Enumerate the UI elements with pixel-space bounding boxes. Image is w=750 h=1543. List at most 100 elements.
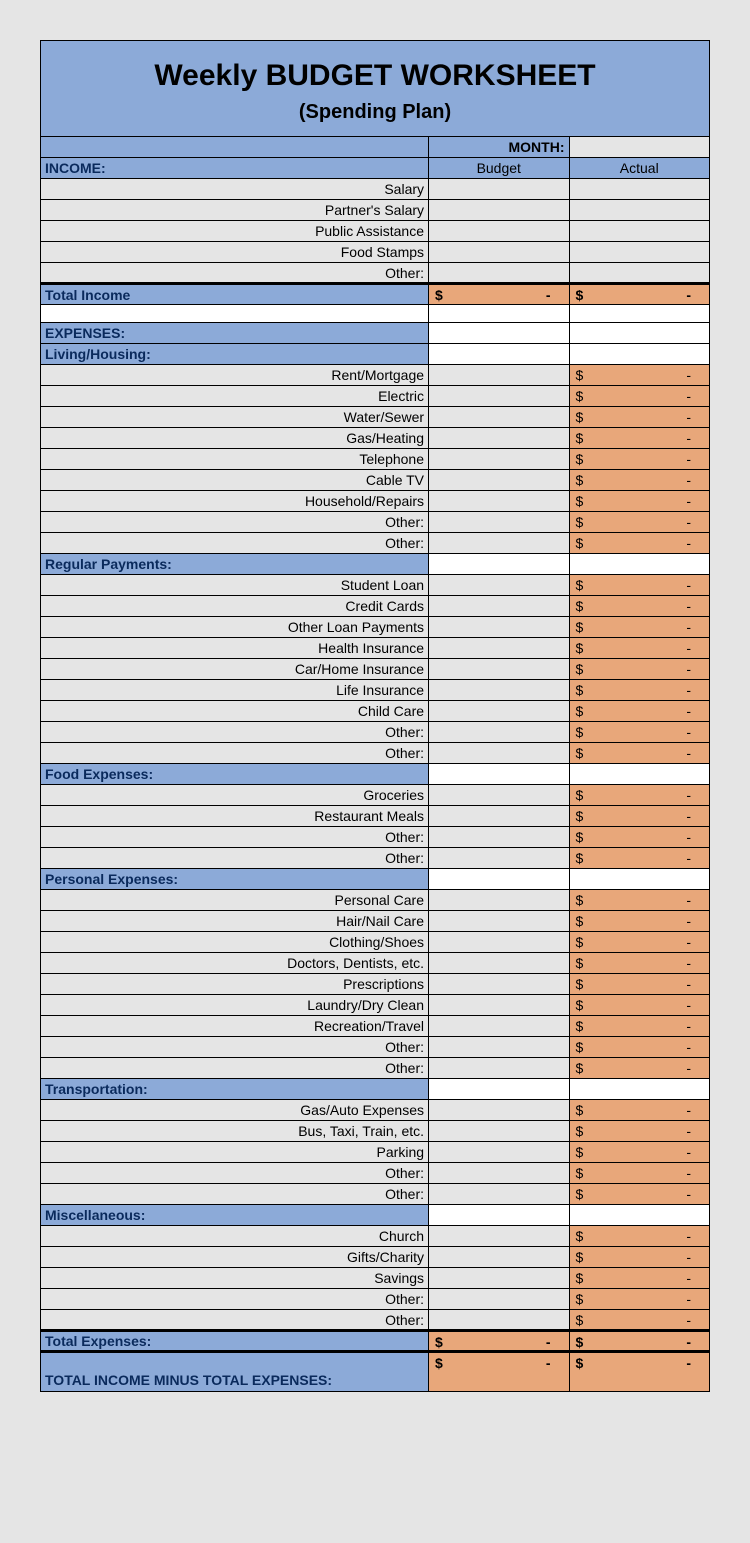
input-cell[interactable] xyxy=(429,179,569,200)
input-cell[interactable] xyxy=(429,974,569,995)
input-cell[interactable] xyxy=(569,263,710,284)
input-cell[interactable] xyxy=(429,1121,569,1142)
input-cell[interactable] xyxy=(429,1184,569,1205)
input-cell[interactable] xyxy=(429,1310,569,1331)
money-cell[interactable]: $- xyxy=(569,470,710,491)
input-cell[interactable] xyxy=(429,638,569,659)
money-cell[interactable]: $- xyxy=(569,407,710,428)
input-cell[interactable] xyxy=(429,1100,569,1121)
input-cell[interactable] xyxy=(429,1289,569,1310)
money-cell[interactable]: $- xyxy=(569,1058,710,1079)
money-cell[interactable]: $- xyxy=(569,1163,710,1184)
input-cell[interactable] xyxy=(429,1268,569,1289)
money-cell[interactable]: $- xyxy=(569,848,710,869)
input-cell[interactable] xyxy=(429,1037,569,1058)
money-cell[interactable]: $- xyxy=(569,617,710,638)
money-cell[interactable]: $- xyxy=(569,722,710,743)
money-cell[interactable]: $- xyxy=(569,638,710,659)
money-cell[interactable]: $- xyxy=(569,806,710,827)
money-cell[interactable]: $- xyxy=(569,1037,710,1058)
money-cell[interactable]: $- xyxy=(569,533,710,554)
money-cell[interactable]: $- xyxy=(569,1247,710,1268)
money-cell[interactable]: $- xyxy=(569,1352,710,1392)
money-cell[interactable]: $- xyxy=(569,701,710,722)
input-cell[interactable] xyxy=(429,701,569,722)
money-cell[interactable]: $- xyxy=(569,827,710,848)
input-cell[interactable] xyxy=(429,1163,569,1184)
input-cell[interactable] xyxy=(569,200,710,221)
money-cell[interactable]: $- xyxy=(569,428,710,449)
money-cell[interactable]: $- xyxy=(569,512,710,533)
money-cell[interactable]: $- xyxy=(569,1268,710,1289)
money-cell[interactable]: $- xyxy=(569,1289,710,1310)
money-cell[interactable]: $- xyxy=(569,1121,710,1142)
input-cell[interactable] xyxy=(429,263,569,284)
input-cell[interactable] xyxy=(569,179,710,200)
input-cell[interactable] xyxy=(429,491,569,512)
money-cell[interactable]: $- xyxy=(429,1331,569,1352)
input-cell[interactable] xyxy=(569,242,710,263)
input-cell[interactable] xyxy=(429,848,569,869)
input-cell[interactable] xyxy=(429,743,569,764)
input-cell[interactable] xyxy=(429,1226,569,1247)
input-cell[interactable] xyxy=(429,449,569,470)
money-cell[interactable]: $- xyxy=(569,974,710,995)
input-cell[interactable] xyxy=(429,428,569,449)
money-cell[interactable]: $- xyxy=(569,911,710,932)
money-cell[interactable]: $- xyxy=(569,491,710,512)
money-cell[interactable]: $- xyxy=(569,284,710,305)
money-cell[interactable]: $- xyxy=(569,596,710,617)
money-cell[interactable]: $- xyxy=(569,575,710,596)
money-cell[interactable]: $- xyxy=(569,1226,710,1247)
input-cell[interactable] xyxy=(429,932,569,953)
money-cell[interactable]: $- xyxy=(569,449,710,470)
input-cell[interactable] xyxy=(429,575,569,596)
input-cell[interactable] xyxy=(429,911,569,932)
input-cell[interactable] xyxy=(429,200,569,221)
money-cell[interactable]: $- xyxy=(429,284,569,305)
input-cell[interactable] xyxy=(429,806,569,827)
input-cell[interactable] xyxy=(429,890,569,911)
input-cell[interactable] xyxy=(429,1142,569,1163)
input-cell[interactable] xyxy=(429,512,569,533)
money-cell[interactable]: $- xyxy=(429,1352,569,1392)
input-cell[interactable] xyxy=(429,407,569,428)
money-cell[interactable]: $- xyxy=(569,785,710,806)
input-cell[interactable] xyxy=(429,221,569,242)
input-cell[interactable] xyxy=(429,1016,569,1037)
input-cell[interactable] xyxy=(429,533,569,554)
input-cell[interactable] xyxy=(429,827,569,848)
input-cell[interactable] xyxy=(569,221,710,242)
money-cell[interactable]: $- xyxy=(569,1142,710,1163)
input-cell[interactable] xyxy=(429,953,569,974)
input-cell[interactable] xyxy=(429,470,569,491)
section-header-row: Living/Housing: xyxy=(41,344,710,365)
money-cell[interactable]: $- xyxy=(569,743,710,764)
money-cell[interactable]: $- xyxy=(569,386,710,407)
input-cell[interactable] xyxy=(429,995,569,1016)
input-cell[interactable] xyxy=(429,596,569,617)
input-cell[interactable] xyxy=(429,365,569,386)
money-cell[interactable]: $- xyxy=(569,1100,710,1121)
input-cell[interactable] xyxy=(429,659,569,680)
input-cell[interactable] xyxy=(429,722,569,743)
money-cell[interactable]: $- xyxy=(569,659,710,680)
input-cell[interactable] xyxy=(429,680,569,701)
money-cell[interactable]: $- xyxy=(569,890,710,911)
input-cell[interactable] xyxy=(429,386,569,407)
month-input[interactable] xyxy=(569,137,710,158)
input-cell[interactable] xyxy=(429,1058,569,1079)
money-cell[interactable]: $- xyxy=(569,680,710,701)
input-cell[interactable] xyxy=(429,1247,569,1268)
money-cell[interactable]: $- xyxy=(569,365,710,386)
input-cell[interactable] xyxy=(429,617,569,638)
money-cell[interactable]: $- xyxy=(569,995,710,1016)
money-cell[interactable]: $- xyxy=(569,1331,710,1352)
input-cell[interactable] xyxy=(429,785,569,806)
input-cell[interactable] xyxy=(429,242,569,263)
money-cell[interactable]: $- xyxy=(569,1016,710,1037)
money-cell[interactable]: $- xyxy=(569,932,710,953)
money-cell[interactable]: $- xyxy=(569,1310,710,1331)
money-cell[interactable]: $- xyxy=(569,1184,710,1205)
money-cell[interactable]: $- xyxy=(569,953,710,974)
